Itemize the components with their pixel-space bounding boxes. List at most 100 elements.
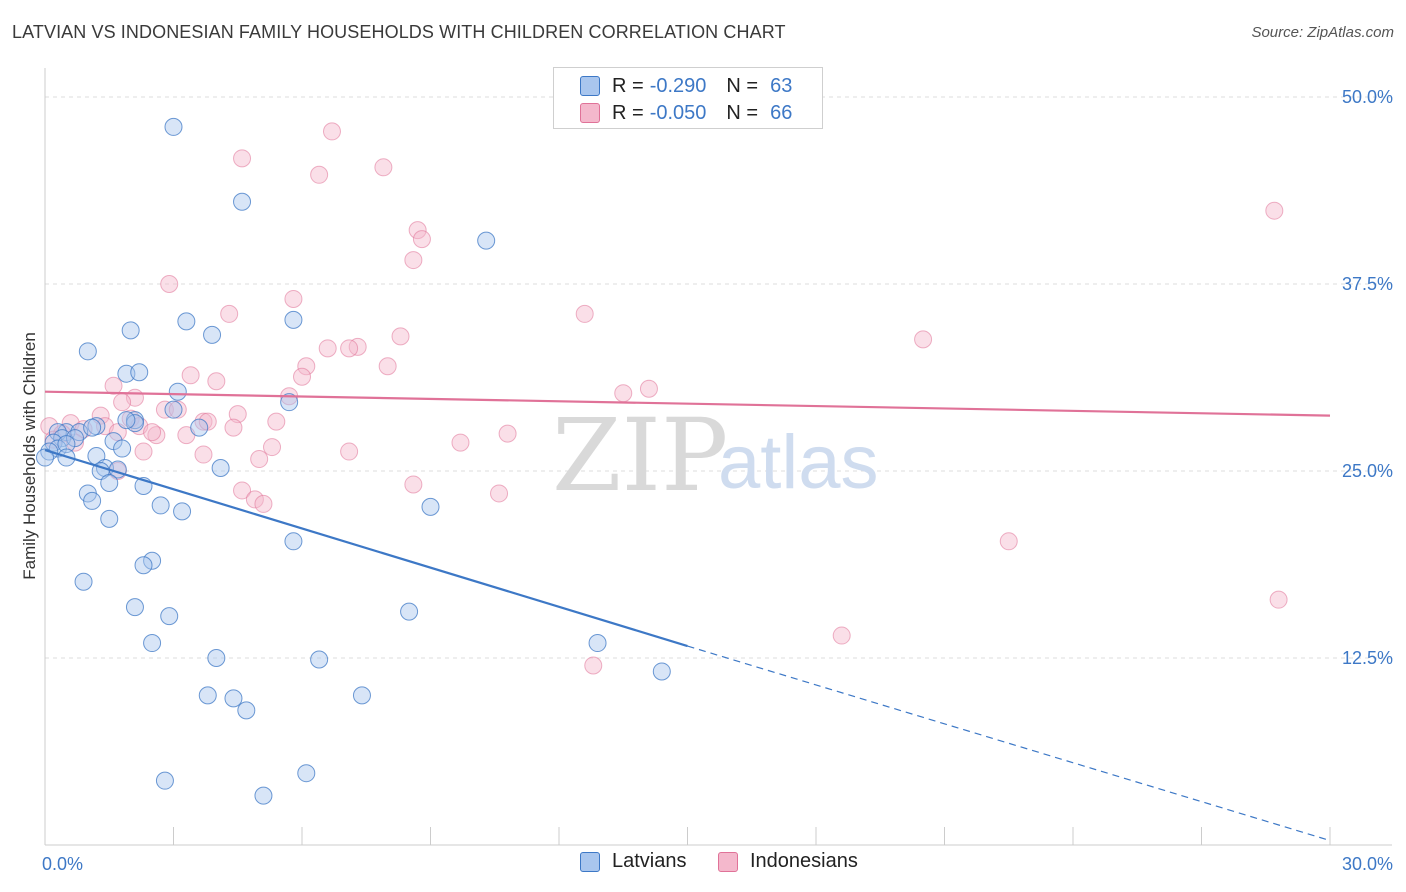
indonesians-point [245, 490, 264, 509]
latvians-point [57, 435, 76, 454]
indonesians-point [412, 230, 431, 249]
indonesians-point [263, 438, 282, 457]
indonesians-point [340, 442, 359, 461]
indonesians-point [104, 376, 123, 395]
latvians-point [160, 607, 179, 626]
r-value: -0.290 [649, 74, 707, 97]
indonesians-point [250, 450, 269, 469]
latvians-point [74, 572, 93, 591]
axes [44, 68, 1392, 846]
latvians-point [36, 448, 54, 467]
legend-item-indonesians[interactable]: Indonesians [718, 850, 858, 873]
latvians-point [155, 771, 174, 790]
latvians-point [164, 117, 183, 136]
indonesians-point [451, 433, 470, 452]
indonesians-point [614, 384, 633, 403]
y-tick-label: 37.5% [1342, 274, 1393, 294]
indonesians-point [220, 304, 239, 323]
y-tick-label: 12.5% [1342, 648, 1393, 668]
y-axis-label: Family Households with Children [20, 332, 39, 580]
latvians-trend-extension [687, 645, 1331, 842]
latvians-point [284, 310, 303, 329]
latvians-point [588, 634, 607, 653]
indonesians-point [254, 494, 273, 513]
indonesians-swatch [580, 103, 600, 123]
indonesians-point [490, 484, 509, 503]
watermark-zip: ZIP [552, 397, 728, 514]
indonesians-point [194, 445, 213, 464]
indonesians-point [584, 656, 603, 675]
latvians-point [134, 556, 153, 575]
indonesians-point [408, 221, 427, 240]
indonesians-point [143, 423, 162, 442]
y-tick-label: 25.0% [1342, 461, 1393, 481]
latvians-point [113, 439, 132, 458]
latvians-point [297, 764, 316, 783]
indonesians-point [322, 122, 341, 141]
correlation-legend: R = -0.290 N = 63 R = -0.050 N = 66 [553, 67, 823, 129]
latvians-point [233, 192, 252, 211]
latvians-point [280, 393, 299, 412]
indonesians-point [318, 339, 337, 358]
chart-title: LATVIAN VS INDONESIAN FAMILY HOUSEHOLDS … [12, 22, 786, 42]
latvians-legend-swatch [580, 851, 600, 872]
indonesians-point [340, 339, 359, 358]
latvians-point [143, 551, 162, 570]
watermark-atlas: atlas [718, 420, 879, 505]
legend-row-latvians: R = -0.290 N = 63 [580, 73, 792, 99]
latvians-point [203, 325, 222, 344]
trend-lines [44, 390, 1331, 842]
source-attribution: Source: ZipAtlas.com [1251, 24, 1394, 41]
r-label: R = [612, 74, 644, 97]
latvians-point [177, 312, 196, 331]
watermark: ZIP atlas [552, 397, 879, 514]
indonesians-point [168, 400, 187, 419]
latvians-point [198, 686, 217, 705]
indonesians-point [575, 304, 594, 323]
indonesians-legend-swatch [718, 851, 738, 872]
n-label: N = [726, 101, 759, 124]
latvians-point [117, 411, 136, 430]
indonesians-point [113, 393, 132, 412]
indonesians-point [1269, 590, 1288, 609]
indonesians-point [224, 418, 243, 437]
indonesians-point [404, 475, 423, 494]
n-value: 63 [770, 74, 793, 97]
indonesians-point [134, 442, 153, 461]
grid-lines [45, 96, 1392, 659]
n-label: N = [726, 74, 759, 97]
indonesians-point [374, 158, 393, 177]
latvians-point [254, 786, 273, 805]
latvians-point [164, 400, 183, 419]
latvians-point [237, 701, 256, 720]
latvians-point [173, 502, 192, 521]
latvians-point [100, 473, 119, 492]
indonesians-point [639, 379, 658, 398]
latvians-point [83, 491, 102, 510]
latvians-point [211, 459, 230, 478]
indonesians-point [181, 366, 200, 385]
indonesians-point [160, 275, 179, 293]
indonesians-point [297, 357, 316, 376]
indonesians-point [999, 532, 1018, 551]
legend-item-latvians[interactable]: Latvians [580, 850, 687, 873]
latvians-point [151, 496, 170, 515]
indonesians-trend-line [44, 390, 1331, 417]
latvians-point [117, 364, 136, 383]
legend-label-indonesians: Indonesians [750, 850, 858, 872]
latvians-point [168, 382, 187, 401]
x-tick-label: 0.0% [42, 854, 83, 874]
indonesians-point [404, 251, 423, 270]
latvians-point [143, 634, 162, 653]
latvians-point [284, 532, 303, 551]
indonesians-point [228, 405, 247, 424]
latvians-point [130, 363, 149, 382]
indonesians-point [293, 367, 311, 386]
indonesians-point [832, 626, 851, 645]
indonesians-point [284, 289, 303, 308]
r-label: R = [612, 101, 644, 124]
latvians-point [652, 662, 671, 681]
indonesians-point [378, 357, 397, 376]
latvians-point [78, 342, 97, 361]
